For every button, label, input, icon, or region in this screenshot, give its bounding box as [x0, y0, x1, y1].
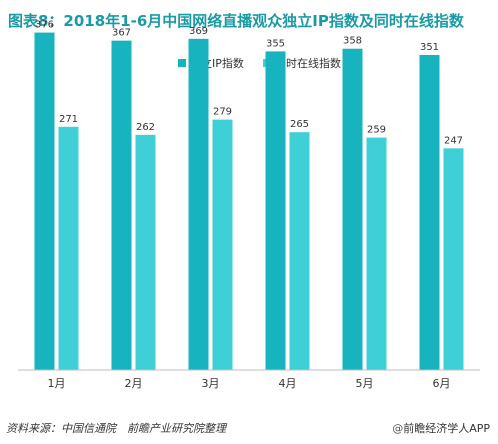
bar-1-1 — [34, 32, 55, 371]
bar-2-6 — [443, 148, 464, 370]
x-tick-label-6: 6月 — [433, 377, 451, 390]
bar-1-4 — [265, 51, 286, 371]
x-tick-label-2: 2月 — [125, 377, 143, 390]
bar-1-2 — [111, 40, 132, 371]
bar-1-3 — [188, 38, 209, 370]
data-label-2-5: 259 — [367, 125, 386, 136]
legend-swatch-1 — [178, 59, 186, 67]
data-label-1-4: 355 — [266, 38, 285, 49]
brand-credit: @前瞻经济学人APP — [392, 420, 490, 436]
brand-name: 前瞻经济学人APP — [403, 422, 490, 435]
data-label-1-2: 367 — [112, 28, 131, 39]
bar-2-1 — [58, 126, 79, 371]
x-tick-label-4: 4月 — [279, 377, 297, 390]
bar-2-2 — [135, 134, 156, 370]
bar-2-4 — [289, 132, 310, 370]
data-label-1-1: 376 — [35, 20, 54, 31]
bar-group: 376 271 367 262 369 279 355 265 358 259 351 247 — [34, 20, 464, 371]
x-tick-label-5: 5月 — [356, 377, 374, 390]
bar-2-3 — [212, 119, 233, 370]
data-label-1-6: 351 — [420, 42, 439, 53]
data-label-2-4: 265 — [290, 119, 309, 130]
legend-label-2: 同时在线指数 — [275, 56, 341, 70]
data-label-1-3: 369 — [189, 26, 208, 37]
data-label-2-1: 271 — [59, 114, 78, 125]
x-tick-label-1: 1月 — [48, 377, 66, 390]
brand-at-mark: @ — [392, 422, 404, 435]
data-label-2-2: 262 — [136, 122, 155, 133]
bar-1-6 — [419, 55, 440, 370]
bar-1-5 — [342, 48, 363, 370]
data-label-2-6: 247 — [444, 135, 463, 146]
x-tick-label-3: 3月 — [202, 377, 220, 390]
data-label-2-3: 279 — [213, 107, 232, 118]
chart-title: 图表8：2018年1-6月中国网络直播观众独立IP指数及同时在线指数 — [8, 12, 464, 30]
data-label-1-5: 358 — [343, 36, 362, 47]
bar-2-5 — [366, 137, 387, 370]
x-tick-labels: 1月 2月 3月 4月 5月 6月 — [48, 377, 451, 390]
source-note: 资料来源：中国信通院 前瞻产业研究院整理 — [6, 422, 226, 435]
